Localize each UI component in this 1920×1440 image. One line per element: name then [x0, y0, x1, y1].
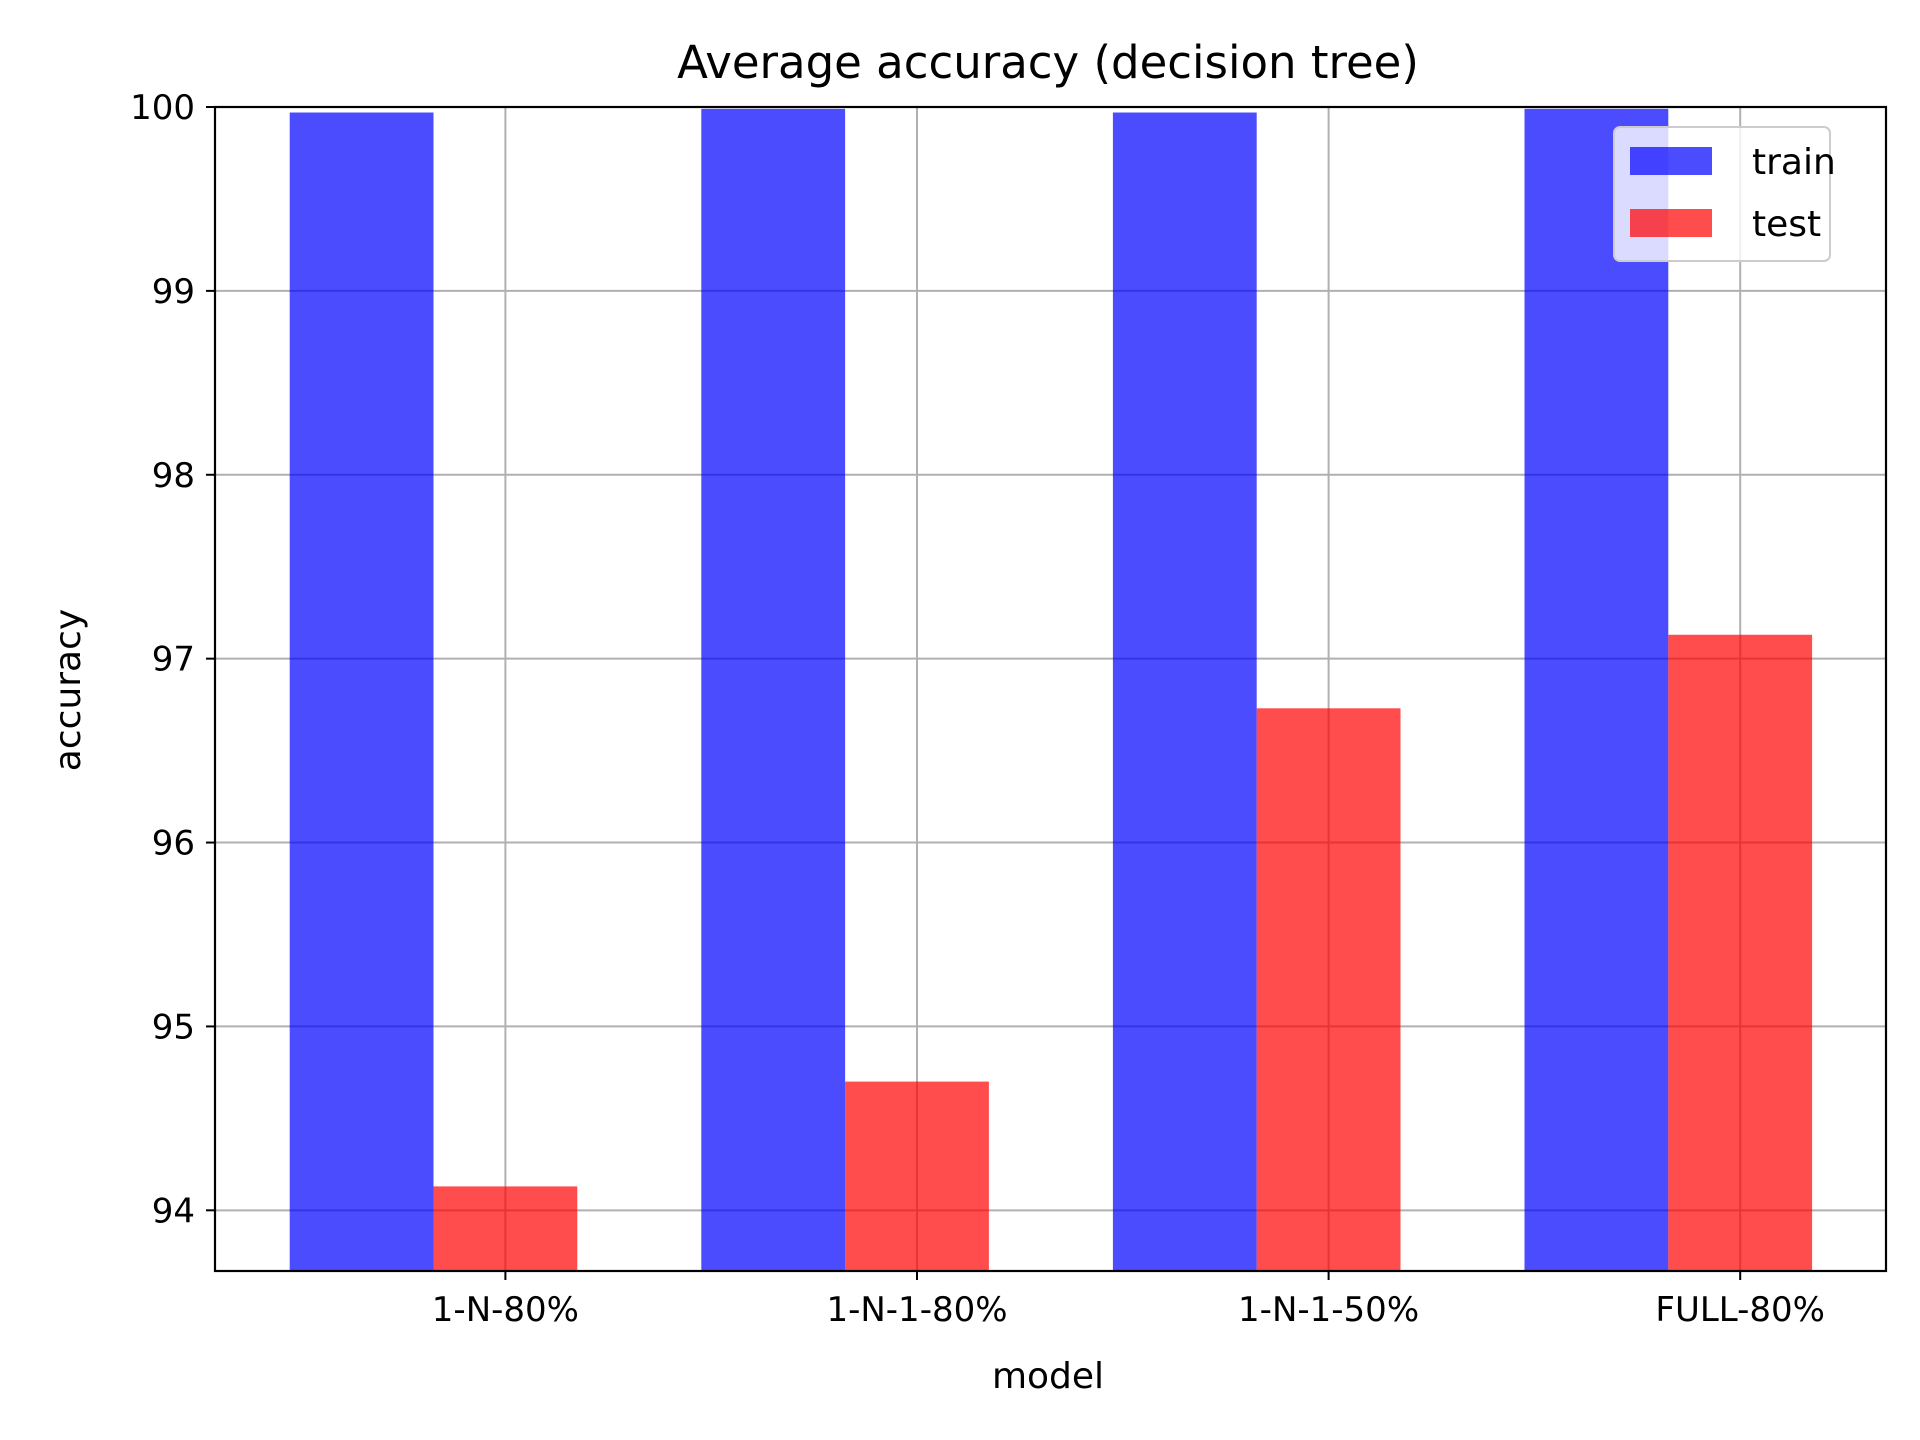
x-tick-label: 1-N-80% [432, 1290, 579, 1330]
y-tick-label: 96 [152, 824, 195, 864]
y-tick-label: 94 [152, 1191, 195, 1231]
x-tick-label: FULL-80% [1655, 1290, 1825, 1330]
legend-swatch-train [1630, 147, 1712, 175]
bar-test-2 [1256, 708, 1401, 1271]
y-tick-label: 100 [130, 88, 195, 128]
y-tick-label: 98 [152, 456, 195, 496]
chart-title: Average accuracy (decision tree) [677, 36, 1419, 89]
legend-swatch-test [1630, 209, 1712, 237]
x-tick-label: 1-N-1-50% [1238, 1290, 1419, 1330]
y-tick-label: 99 [152, 272, 195, 312]
bar-train-2 [1112, 112, 1257, 1271]
y-tick-label: 97 [152, 640, 195, 680]
axis-ticks: 94 95 96 97 98 99 100 1-N-80% 1-N-1-80% 1-N-1-50%… [130, 88, 1825, 1330]
y-tick-label: 95 [152, 1007, 195, 1047]
bar-test-3 [1668, 634, 1813, 1271]
bar-train-3 [1524, 108, 1669, 1271]
legend-label-train: train [1752, 142, 1836, 183]
y-axis-label: accuracy [48, 609, 89, 771]
legend-label-test: test [1752, 204, 1821, 245]
bars [289, 108, 1813, 1271]
legend: train test [1613, 126, 1836, 262]
bar-train-1 [701, 108, 846, 1271]
bar-test-0 [433, 1186, 578, 1271]
bar-train-0 [289, 112, 434, 1271]
x-axis-label: model [992, 1356, 1104, 1397]
bar-test-1 [845, 1081, 989, 1271]
plot-frame [213, 105, 1888, 1273]
x-tick-label: 1-N-1-80% [826, 1290, 1007, 1330]
